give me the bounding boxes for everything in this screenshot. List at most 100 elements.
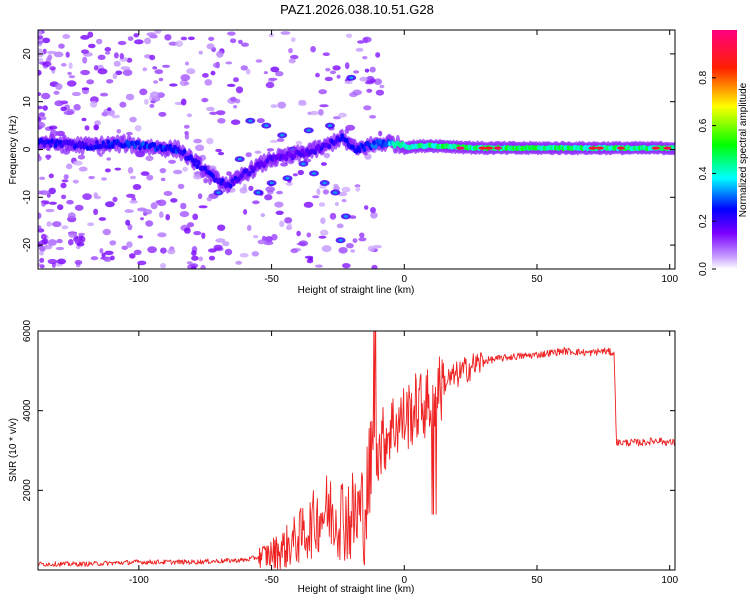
noise-blob (126, 241, 133, 248)
noise-blob (187, 36, 195, 41)
noise-blob (58, 43, 65, 49)
x-tick-label: 50 (531, 274, 543, 285)
noise-blob (66, 163, 73, 170)
noise-blob (57, 204, 64, 211)
spectrogram-y-label: Frequency (Hz) (8, 116, 19, 185)
noise-blob (256, 118, 265, 124)
ridge-mark (345, 138, 349, 144)
noise-blob (47, 258, 58, 265)
noise-blob (245, 68, 251, 75)
noise-blob (254, 150, 262, 154)
noise-blob (248, 185, 254, 191)
secondary-feature-core (306, 129, 311, 132)
noise-blob (359, 76, 368, 82)
noise-blob (298, 101, 307, 106)
noise-blob (284, 217, 293, 224)
noise-blob (152, 66, 158, 70)
noise-blob (54, 100, 64, 107)
noise-blob (297, 169, 304, 176)
noise-blob (371, 264, 378, 269)
ridge-peak (588, 146, 597, 150)
noise-blob (150, 202, 158, 210)
noise-blob (38, 48, 43, 52)
noise-blob (253, 235, 259, 239)
noise-blob (352, 238, 358, 244)
noise-blob (344, 128, 350, 134)
noise-blob (179, 211, 190, 218)
noise-blob (355, 186, 361, 192)
ridge-mark (53, 143, 58, 149)
secondary-feature-core (328, 124, 332, 127)
colorbar-tick-label: 0.6 (698, 118, 709, 132)
noise-blob (352, 89, 362, 96)
noise-blob (103, 256, 112, 262)
colorbar-gradient (712, 30, 737, 269)
noise-blob (193, 231, 202, 236)
noise-blob (90, 100, 98, 108)
noise-blob (100, 92, 109, 97)
noise-blob (109, 240, 117, 246)
noise-blob (157, 232, 167, 238)
noise-blob (193, 138, 203, 144)
colorbar-tick-label: 0.4 (698, 166, 709, 180)
noise-blob (209, 111, 218, 116)
noise-blob (68, 62, 73, 69)
noise-blob (362, 56, 368, 60)
noise-blob (364, 68, 370, 73)
noise-blob (225, 61, 233, 65)
ridge-mark (313, 149, 317, 155)
noise-blob (61, 225, 69, 230)
noise-blob (238, 39, 243, 45)
noise-blob (208, 248, 217, 253)
noise-blob (266, 148, 275, 152)
noise-blob (241, 42, 249, 47)
secondary-feature-core (216, 191, 221, 194)
noise-blob (99, 248, 104, 254)
noise-blob (290, 37, 296, 43)
noise-blob (129, 116, 137, 123)
noise-blob (146, 32, 157, 37)
ridge-mark (190, 157, 195, 163)
noise-blob (87, 222, 95, 227)
noise-blob (39, 264, 45, 269)
ridge-peak (485, 146, 493, 150)
noise-blob (190, 266, 197, 269)
noise-blob (38, 30, 43, 36)
snr-ticks: -100 -50 0 50 100 2000 4000 6000 (22, 319, 678, 586)
noise-blob (104, 47, 112, 52)
noise-blob (346, 243, 354, 249)
noise-blob (216, 110, 226, 116)
noise-blob (336, 74, 341, 79)
noise-blob (344, 62, 350, 70)
noise-blob (52, 221, 62, 228)
noise-blob (184, 133, 190, 140)
noise-blob (38, 58, 44, 63)
noise-blob (198, 256, 203, 262)
ridge-mark (378, 139, 383, 145)
secondary-feature-core (301, 162, 306, 166)
noise-blob (39, 190, 50, 196)
noise-blob (265, 82, 275, 89)
noise-blob (120, 66, 131, 71)
noise-blob (169, 83, 178, 87)
noise-blob (163, 191, 173, 196)
noise-blob (165, 214, 170, 221)
noise-blob (159, 168, 167, 174)
noise-blob (206, 43, 215, 50)
noise-blob (265, 186, 276, 193)
noise-blob (310, 46, 316, 53)
noise-blob (257, 239, 266, 245)
noise-blob (295, 140, 303, 146)
noise-blob (177, 183, 185, 190)
secondary-feature-core (269, 181, 274, 185)
noise-blob (309, 110, 319, 116)
noise-blob (173, 169, 183, 175)
noise-blob (38, 35, 44, 40)
noise-blob (322, 189, 329, 195)
y-tick-label: 0 (22, 146, 33, 152)
noise-blob (268, 77, 278, 81)
noise-blob (308, 257, 314, 261)
noise-blob (198, 205, 208, 209)
ridge-mark (327, 143, 332, 149)
noise-blob (149, 91, 160, 99)
